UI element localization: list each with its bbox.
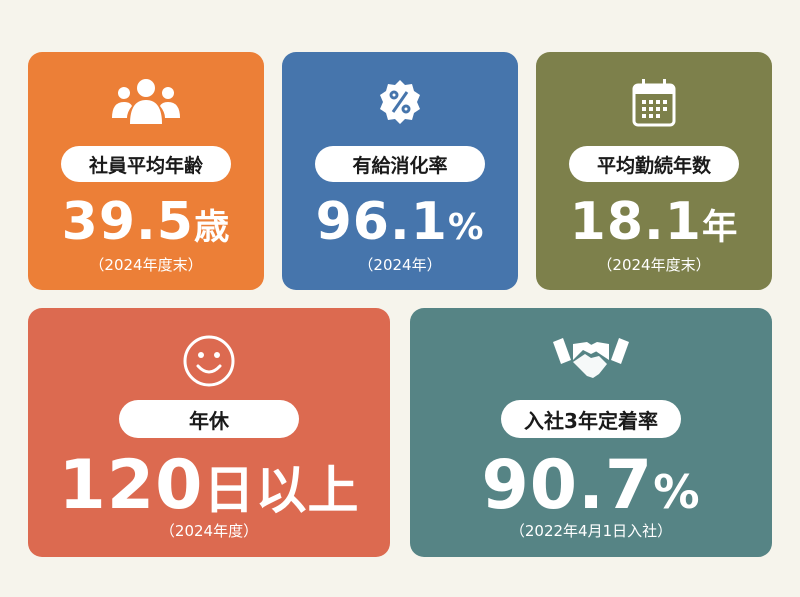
label-pill: 社員平均年齢 bbox=[61, 146, 231, 182]
value-unit: 年 bbox=[701, 207, 739, 248]
value-number: 39.5 bbox=[61, 192, 194, 252]
value-number: 120 bbox=[58, 446, 204, 525]
value-unit: 日以上 bbox=[203, 462, 360, 521]
percent-badge-icon bbox=[376, 78, 424, 130]
card-average-tenure: 平均勤続年数 18.1年 （2024年度末） bbox=[536, 52, 772, 290]
stat-note: （2024年度） bbox=[159, 522, 259, 540]
handshake-icon bbox=[551, 334, 631, 388]
card-retention-rate: 入社3年定着率 90.7% （2022年4月1日入社） bbox=[410, 308, 772, 557]
value-number: 96.1 bbox=[315, 192, 448, 252]
smiley-face-icon bbox=[182, 334, 236, 392]
label-pill: 入社3年定着率 bbox=[501, 400, 681, 438]
value-unit: % bbox=[447, 207, 485, 248]
stat-value: 96.1% bbox=[282, 192, 518, 252]
calendar-icon bbox=[631, 78, 677, 132]
value-unit: 歳 bbox=[193, 207, 231, 248]
label-pill: 平均勤続年数 bbox=[569, 146, 739, 182]
stat-value: 18.1年 bbox=[536, 192, 772, 252]
value-unit: % bbox=[653, 465, 701, 519]
stat-value: 90.7% bbox=[410, 446, 772, 525]
stat-note: （2024年度末） bbox=[597, 256, 711, 274]
card-paid-leave-rate: 有給消化率 96.1% （2024年） bbox=[282, 52, 518, 290]
label-pill: 年休 bbox=[119, 400, 299, 438]
card-average-age: 社員平均年齢 39.5歳 （2024年度末） bbox=[28, 52, 264, 290]
stat-note: （2024年度末） bbox=[89, 256, 203, 274]
label-pill: 有給消化率 bbox=[315, 146, 485, 182]
stat-value: 39.5歳 bbox=[28, 192, 264, 252]
people-group-icon bbox=[111, 78, 181, 130]
stat-note: （2022年4月1日入社） bbox=[509, 522, 673, 540]
stat-value: 120日以上 bbox=[28, 446, 390, 525]
value-number: 18.1 bbox=[569, 192, 702, 252]
card-annual-holidays: 年休 120日以上 （2024年度） bbox=[28, 308, 390, 557]
value-number: 90.7 bbox=[481, 446, 654, 525]
stat-note: （2024年） bbox=[358, 256, 442, 274]
